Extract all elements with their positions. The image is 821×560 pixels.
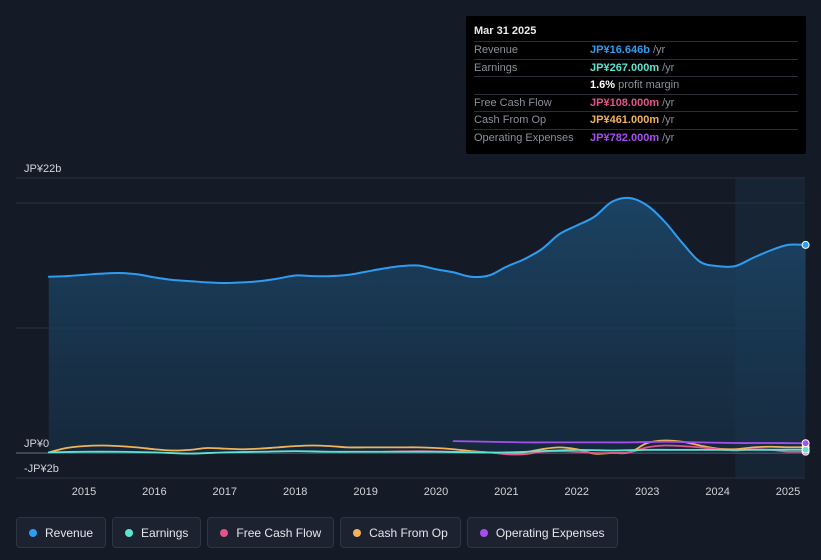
x-tick-label: 2020 xyxy=(424,486,448,498)
legend-label: Earnings xyxy=(141,525,189,540)
tooltip-row: Operating Expenses JP¥782.000m/yr xyxy=(474,130,798,147)
legend-item-cash-from-op[interactable]: Cash From Op xyxy=(340,517,461,548)
tooltip-row-label: Free Cash Flow xyxy=(474,96,552,109)
tooltip-row-label: Earnings xyxy=(474,61,518,74)
legend-label: Operating Expenses xyxy=(495,525,605,540)
x-tick-label: 2024 xyxy=(705,486,729,498)
series-endpoint-revenue xyxy=(801,240,810,249)
tooltip-row-value: JP¥16.646b xyxy=(590,44,650,56)
tooltip-row-label: Cash From Op xyxy=(474,114,547,126)
tooltip-date: Mar 31 2025 xyxy=(474,24,798,42)
legend-item-earnings[interactable]: Earnings xyxy=(112,517,202,548)
series-layer xyxy=(47,196,810,456)
x-tick-label: 2025 xyxy=(776,486,800,498)
x-tick-label: 2021 xyxy=(494,486,518,498)
tooltip-row-value: JP¥782.000m xyxy=(590,131,660,144)
y-axis: JP¥22b JP¥0 -JP¥2b xyxy=(24,163,61,475)
tooltip-row-label xyxy=(474,77,590,94)
tooltip-row-value: JP¥108.000m xyxy=(590,96,660,109)
x-tick-label: 2023 xyxy=(635,486,659,498)
tooltip-row: 1.6% profit margin xyxy=(474,77,798,95)
tooltip-row-unit: /yr xyxy=(662,96,675,109)
legend-item-revenue[interactable]: Revenue xyxy=(16,517,107,548)
legend-label: Revenue xyxy=(45,525,94,540)
legend-label: Cash From Op xyxy=(369,525,448,540)
series-area-revenue xyxy=(48,197,806,453)
series-endpoint-operating-expenses xyxy=(801,439,810,448)
y-tick-label: -JP¥2b xyxy=(24,463,59,475)
legend-item-free-cash-flow[interactable]: Free Cash Flow xyxy=(207,517,335,548)
tooltip-row-value: 1.6% xyxy=(590,79,616,91)
legend-dot-icon xyxy=(220,528,229,537)
x-tick-label: 2019 xyxy=(353,486,377,498)
series-line-earnings xyxy=(47,448,807,455)
tooltip-rows: Revenue JP¥16.646b/yr Earnings JP¥267.000m /… xyxy=(474,42,798,146)
tooltip-row: Cash From Op JP¥461.000m/yr xyxy=(474,112,798,130)
data-tooltip: Mar 31 2025 Revenue JP¥16.646b/yr Earnings… xyxy=(466,16,806,154)
tooltip-row-label: Revenue xyxy=(474,44,519,56)
legend-label: Free Cash Flow xyxy=(236,525,322,540)
x-tick-label: 2016 xyxy=(142,486,166,498)
tooltip-row: Free Cash Flow JP¥108.000m/yr xyxy=(474,95,798,112)
x-tick-label: 2015 xyxy=(72,486,96,498)
legend-dot-icon xyxy=(353,528,362,537)
tooltip-row-unit: /yr xyxy=(662,114,675,126)
legend-dot-icon xyxy=(125,528,134,537)
x-axis: 2015 2016 2017 2018 2019 2020 2021 2022 2023 2024… xyxy=(72,486,800,498)
series-line-revenue xyxy=(47,196,807,284)
legend-dot-icon xyxy=(479,528,488,537)
tooltip-row-value: JP¥461.000m xyxy=(590,114,660,126)
tooltip-row-value: JP¥267.000m xyxy=(590,61,660,74)
tooltip-row-unit: profit margin xyxy=(618,79,680,91)
legend-dot-icon xyxy=(29,528,37,537)
tooltip-row-label: Operating Expenses xyxy=(474,131,574,144)
chart-legend: Revenue Earnings Free Cash Flow Cash From O… xyxy=(16,517,618,548)
tooltip-row-unit: /yr xyxy=(662,61,675,74)
x-tick-label: 2018 xyxy=(283,486,307,498)
legend-item-operating-expenses[interactable]: Operating Expenses xyxy=(466,517,618,548)
tooltip-row: Revenue JP¥16.646b/yr xyxy=(474,42,798,60)
tooltip-row-unit: /yr xyxy=(662,131,675,144)
y-tick-label: JP¥0 xyxy=(24,438,49,450)
tooltip-row: Earnings JP¥267.000m/yr xyxy=(474,60,798,77)
y-tick-label: JP¥22b xyxy=(24,163,61,175)
series-line-operating-expenses xyxy=(452,440,807,445)
x-tick-label: 2017 xyxy=(213,486,237,498)
x-tick-label: 2022 xyxy=(565,486,589,498)
tooltip-row-unit: /yr xyxy=(652,44,666,56)
